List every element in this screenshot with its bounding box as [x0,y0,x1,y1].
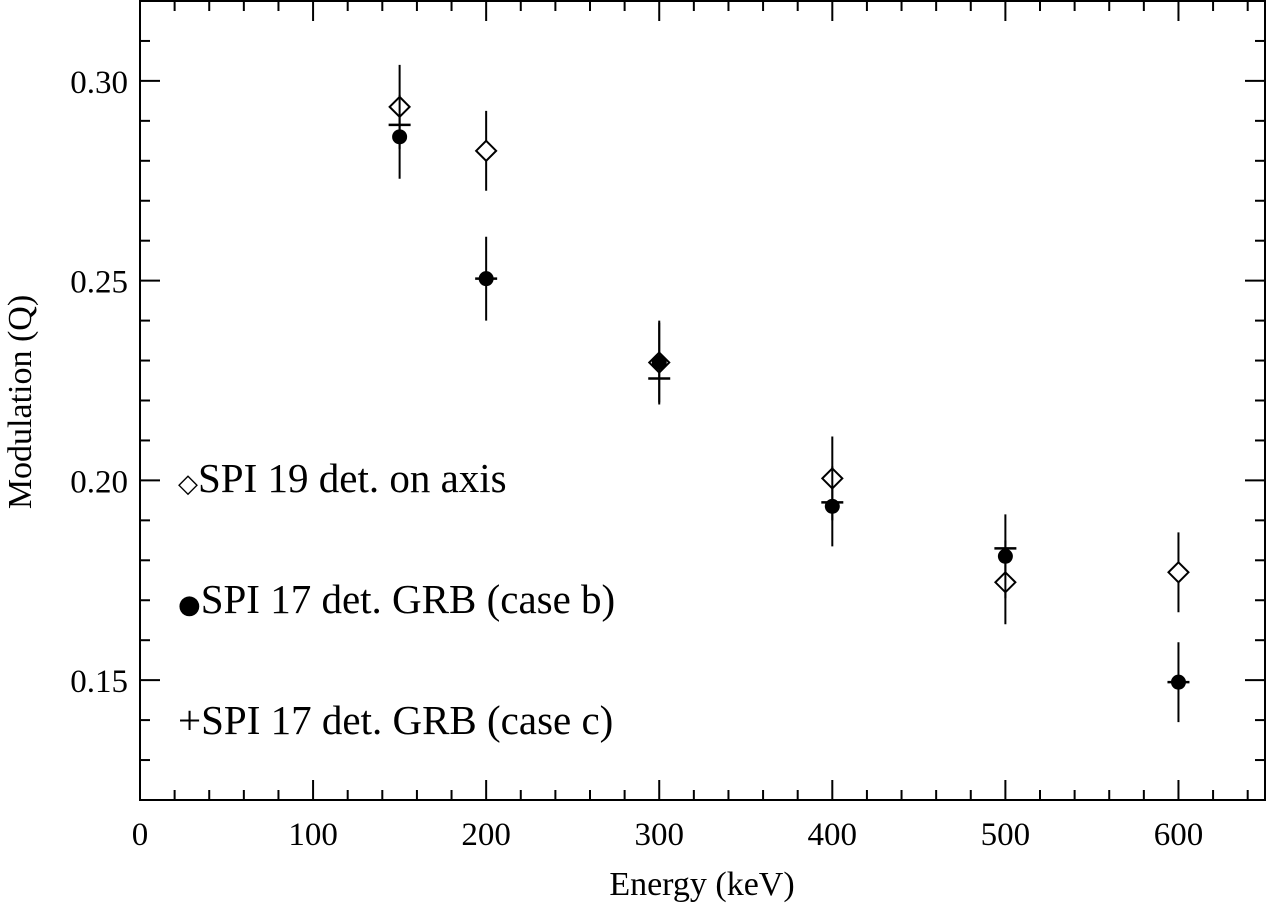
legend-label-on-axis: SPI 19 det. on axis [198,455,507,501]
legend-label-case-b: SPI 17 det. GRB (case b) [201,576,616,622]
data-marks [388,64,1190,723]
legend-entry-case-b: ●SPI 17 det. GRB (case b) [178,576,615,622]
legend: ◇SPI 19 det. on axis ●SPI 17 det. GRB (c… [178,455,615,743]
x-tick-label: 400 [808,817,858,853]
legend-entry-case-c: +SPI 17 det. GRB (case c) [178,697,613,743]
x-tick-label: 100 [288,817,338,853]
y-axis-label: Modulation (Q) [2,295,39,509]
y-tick-label: 0.30 [70,65,128,101]
diamond-point [1167,560,1190,584]
legend-label-case-c: SPI 17 det. GRB (case c) [201,697,613,743]
x-tick-label: 600 [1154,817,1204,853]
circle-point [392,129,408,145]
x-tick-label: 200 [461,817,511,853]
circle-point [824,498,840,514]
x-tick-label: 500 [981,817,1031,853]
x-tick-label: 0 [132,817,149,853]
plot-frame [139,0,1266,801]
legend-entry-on-axis: ◇SPI 19 det. on axis [178,455,507,501]
filled-circle-icon: ● [178,590,201,620]
circle-point [997,548,1013,564]
diamond-point [474,139,498,163]
tick-labels: 0 100 200 300 400 500 600 0.15 0.20 0.25 0.30 [70,65,1203,853]
plus-icon: + [178,697,201,743]
y-tick-label: 0.20 [70,464,128,500]
y-tick-label: 0.25 [70,265,128,301]
x-axis-label: Energy (keV) [609,866,794,903]
axis-ticks [139,0,1265,801]
open-diamond-icon: ◇ [178,469,198,499]
circle-point [651,355,667,371]
x-tick-label: 300 [634,817,684,853]
y-tick-label: 0.15 [70,664,128,700]
